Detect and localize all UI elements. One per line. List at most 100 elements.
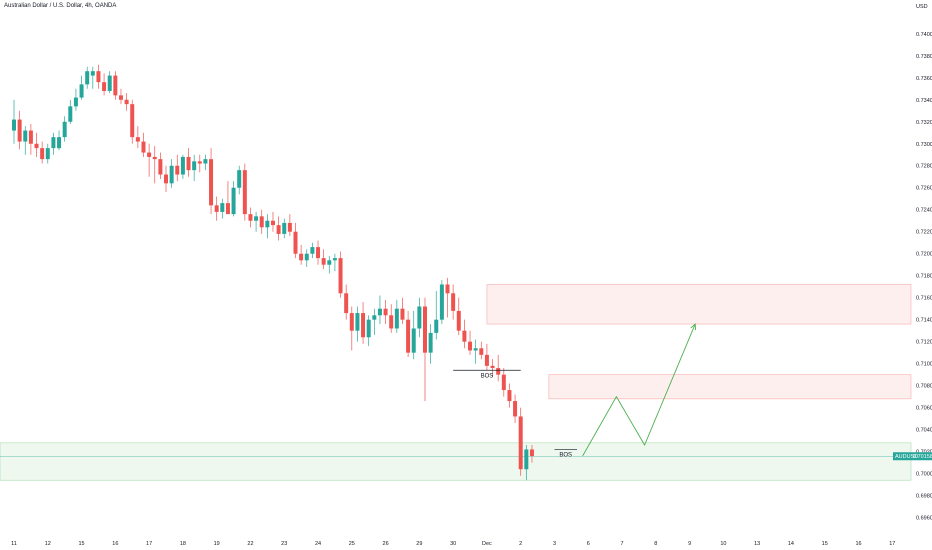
x-tick-label: Dec — [482, 541, 492, 547]
candle-body — [237, 170, 242, 188]
candle-body — [473, 348, 478, 351]
candle-body — [366, 319, 371, 338]
candle-body — [344, 293, 349, 314]
candle-body — [130, 104, 135, 138]
x-tick-label: 12 — [45, 541, 51, 547]
candle-body — [411, 328, 416, 353]
candle-body — [321, 258, 326, 265]
candle-body — [479, 348, 484, 355]
candle-body — [406, 319, 411, 353]
candle-body — [265, 220, 270, 228]
candle-body — [107, 75, 112, 91]
projection-path — [582, 323, 696, 457]
candle-body — [152, 156, 157, 160]
candle-body — [513, 401, 518, 417]
x-tick-label: 14 — [788, 541, 794, 547]
candle-body — [304, 253, 309, 261]
x-tick-label: 10 — [720, 541, 726, 547]
x-tick-label: 7 — [621, 541, 624, 547]
x-tick-label: 2 — [519, 541, 522, 547]
candle-body — [85, 71, 90, 85]
x-tick-label: 30 — [450, 541, 456, 547]
currency-label: USD — [916, 4, 928, 10]
x-tick-label: 6 — [587, 541, 590, 547]
x-tick-label: 22 — [247, 541, 253, 547]
candle-body — [220, 203, 225, 212]
x-tick-label: 15 — [78, 541, 84, 547]
x-tick-label: 13 — [754, 541, 760, 547]
supply-zone-upper — [486, 284, 912, 325]
candle-body — [40, 148, 45, 160]
candle-body — [180, 156, 185, 175]
candle-body — [434, 319, 439, 333]
x-tick-label: 16 — [112, 541, 118, 547]
candle-body — [186, 156, 191, 171]
candle-body — [248, 214, 253, 221]
candle-body — [175, 165, 180, 175]
candle-body — [28, 130, 33, 144]
candle-body — [45, 148, 50, 160]
candle-body — [147, 152, 152, 157]
candle-body — [12, 119, 16, 131]
x-tick-label: 23 — [281, 541, 287, 547]
candle-body — [316, 247, 321, 259]
candle-body — [57, 137, 62, 149]
candle-body — [214, 205, 219, 212]
x-tick-label: 15 — [822, 541, 828, 547]
x-tick-label: 24 — [315, 541, 321, 547]
candle-body — [124, 99, 129, 105]
last-price-symbol: AUDUSD — [895, 454, 918, 460]
candle-body — [23, 130, 28, 142]
candle-body — [113, 75, 118, 96]
candle-body — [299, 253, 304, 261]
candle-body — [377, 308, 382, 316]
candle-body — [293, 231, 298, 254]
projection-arrowhead — [690, 323, 696, 331]
candle-body — [96, 71, 101, 83]
candle-body — [490, 365, 495, 369]
candle-body — [361, 313, 366, 338]
candle-body — [496, 368, 501, 375]
candle-body — [270, 220, 275, 226]
candle-body — [90, 71, 95, 76]
candle-body — [34, 143, 39, 149]
candle-body — [439, 284, 444, 320]
x-tick-label: 3 — [553, 541, 556, 547]
candle-body — [282, 222, 287, 234]
bos-label: BOS — [481, 373, 494, 379]
x-tick-label: 16 — [855, 541, 861, 547]
candle-body — [501, 374, 506, 391]
candle-body — [417, 306, 422, 329]
candle-body — [73, 97, 78, 107]
bos-label: BOS — [559, 452, 572, 458]
x-tick-label: 11 — [11, 541, 17, 547]
candle-body — [332, 258, 337, 261]
candle-body — [79, 84, 84, 98]
candle-body — [254, 216, 259, 221]
y-tick-label: 0.69600 — [916, 516, 932, 522]
candle-body — [169, 165, 174, 184]
candle-body — [445, 284, 450, 294]
x-tick-label: 8 — [654, 541, 657, 547]
candle-body — [338, 258, 343, 294]
x-tick-label: 9 — [688, 541, 691, 547]
candle-body — [242, 170, 247, 215]
candle-body — [484, 354, 489, 366]
candle-body — [118, 95, 123, 100]
x-tick-label: 25 — [349, 541, 355, 547]
